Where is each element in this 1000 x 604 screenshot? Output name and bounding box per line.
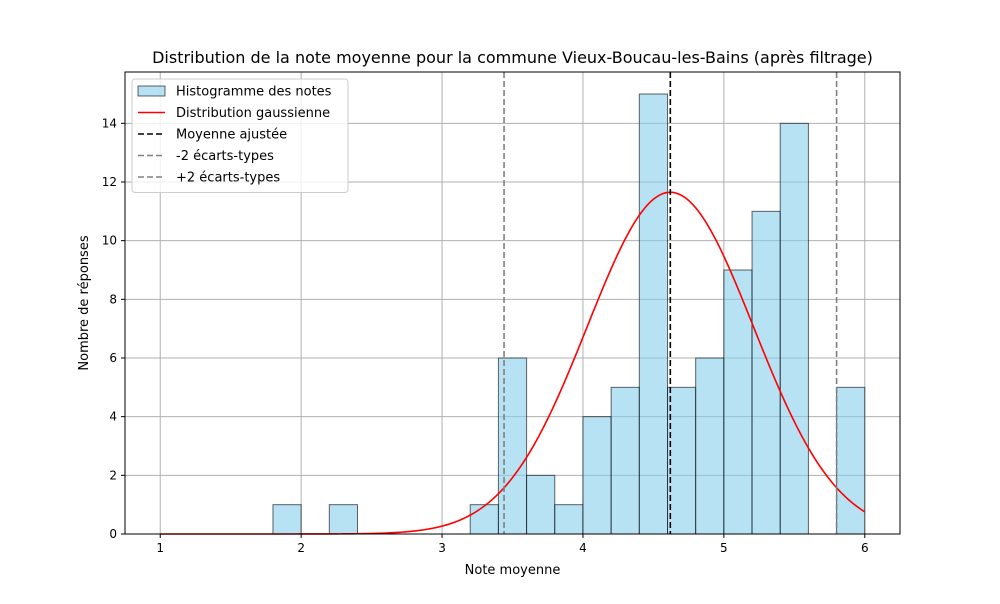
x-tick-label: 5 xyxy=(720,541,728,555)
histogram-bar xyxy=(667,386,697,535)
legend-label: Distribution gaussienne xyxy=(176,106,330,121)
y-tick-label: 8 xyxy=(109,292,117,306)
y-tick-label: 6 xyxy=(109,351,117,365)
histogram-bar xyxy=(723,269,753,535)
histogram-bar xyxy=(779,122,809,535)
y-axis-label: Nombre de réponses xyxy=(77,235,92,370)
y-tick-label: 10 xyxy=(102,234,117,248)
x-tick-label: 2 xyxy=(297,541,305,555)
chart-title: Distribution de la note moyenne pour la … xyxy=(152,48,873,67)
legend-label: +2 écarts-types xyxy=(176,171,280,186)
histogram-bar xyxy=(328,504,358,535)
y-tick-label: 0 xyxy=(109,527,117,541)
legend-label: -2 écarts-types xyxy=(176,149,274,164)
legend-handle-histogram xyxy=(137,85,166,97)
histogram-bar xyxy=(582,416,612,535)
bars xyxy=(272,93,866,535)
histogram-bar xyxy=(497,357,528,535)
x-tick-label: 6 xyxy=(861,541,869,555)
y-tick-label: 4 xyxy=(109,410,117,424)
histogram-bar xyxy=(836,386,866,535)
x-tick-label: 1 xyxy=(156,541,164,555)
plot-frame xyxy=(124,71,901,535)
x-tick-label: 4 xyxy=(579,541,587,555)
histogram-bar xyxy=(638,93,668,535)
y-tick-label: 12 xyxy=(102,175,117,189)
y-tick-label: 2 xyxy=(109,468,117,482)
histogram-bar xyxy=(610,386,640,535)
histogram-bar xyxy=(751,210,781,535)
histogram-bar xyxy=(695,357,725,535)
legend-label: Histogramme des notes xyxy=(176,85,332,100)
x-tick-label: 3 xyxy=(438,541,446,555)
histogram-bar xyxy=(526,474,556,535)
legend-box xyxy=(131,78,349,193)
histogram-bar xyxy=(469,504,499,535)
reference-lines xyxy=(503,72,838,534)
legend: Histogramme des notes Distribution gaussi… xyxy=(131,78,349,193)
y-tick-label: 14 xyxy=(102,116,117,130)
histogram-bar xyxy=(554,504,584,535)
x-axis-label: Note moyenne xyxy=(465,563,561,578)
legend-label: Moyenne ajustée xyxy=(176,128,287,143)
histogram-bar xyxy=(272,504,302,535)
